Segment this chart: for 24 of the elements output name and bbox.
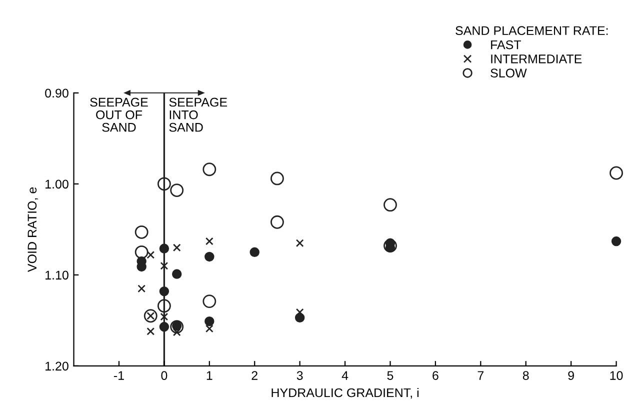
legend-label: FAST [491, 40, 522, 50]
x-tick-label: 1 [206, 371, 212, 380]
x-tick-label: 4 [342, 371, 348, 380]
y-tick-label: 1.10 [46, 270, 68, 280]
x-tick-label: 10 [610, 371, 623, 380]
x-tick-label: 0 [161, 371, 168, 380]
y-tick-label: 1.20 [46, 362, 68, 371]
x-tick-label: 8 [522, 371, 529, 380]
x-tick-label: -1 [114, 371, 124, 380]
annotation: SEEPAGE OUT OF SAND [90, 98, 148, 132]
legend-label: INTERMEDIATE [491, 54, 582, 64]
x-tick-label: 6 [432, 371, 438, 380]
y-tick-label: 0.90 [45, 88, 68, 98]
legend-label: SLOW [490, 68, 527, 78]
x-tick-label: 2 [252, 371, 258, 380]
x-axis-title: HYDRAULIC GRADIENT, i [272, 388, 418, 399]
y-tick-label: 1.00 [46, 180, 68, 189]
y-axis-title: VOID RATIO, e [28, 187, 38, 272]
x-tick-label: 5 [387, 371, 394, 380]
annotation: SEEPAGE INTO SAND [169, 98, 228, 132]
x-tick-label: 7 [478, 371, 484, 380]
legend-title: SAND PLACEMENT RATE: [456, 26, 608, 36]
x-tick-label: 9 [568, 371, 574, 380]
x-tick-label: 3 [296, 371, 303, 380]
